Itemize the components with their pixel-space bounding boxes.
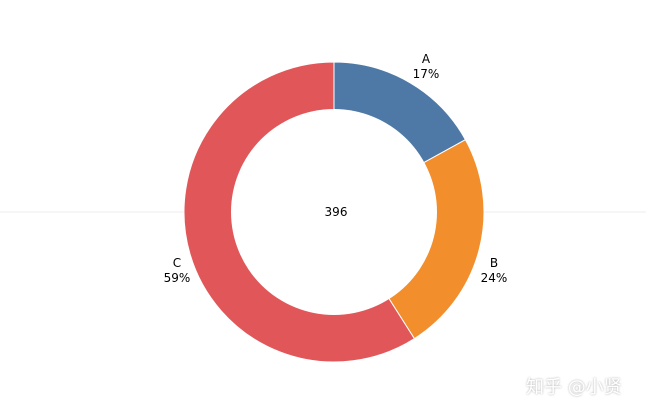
donut-hole (231, 109, 437, 315)
slice-label-b-percent: 24% (480, 271, 508, 285)
slice-label-b-name: B (489, 256, 499, 270)
watermark: 知乎 @小贤 (526, 377, 622, 398)
center-total-label: 396 (324, 205, 348, 219)
slice-label-a: A 17% (401, 52, 451, 82)
slice-label-c-name: C (172, 256, 182, 270)
slice-label-c-percent: 59% (163, 271, 191, 285)
slice-label-c: C 59% (152, 256, 202, 286)
slice-label-a-name: A (421, 52, 431, 66)
slice-label-b: B 24% (469, 256, 519, 286)
slice-label-a-percent: 17% (412, 67, 440, 81)
